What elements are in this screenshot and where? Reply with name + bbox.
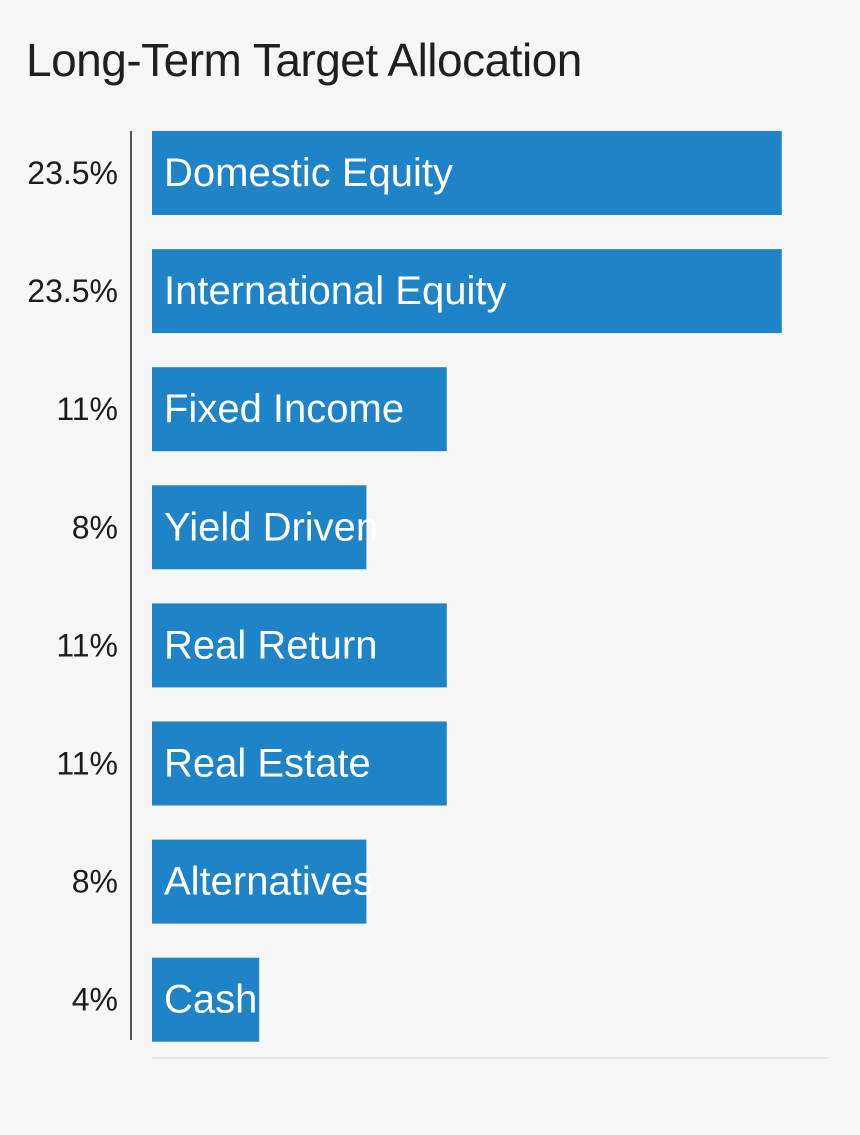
bar-label-domestic-equity: Domestic Equity — [164, 151, 453, 195]
chart-title: Long-Term Target Allocation — [26, 34, 582, 86]
value-label-real-estate: 11% — [56, 746, 118, 782]
bar-label-fixed-income: Fixed Income — [164, 387, 404, 431]
value-label-alternatives: 8% — [72, 864, 118, 900]
bar-label-international-equity: International Equity — [164, 269, 506, 313]
value-label-fixed-income: 11% — [56, 391, 118, 427]
bar-international-equity — [152, 249, 782, 334]
bar-alternatives — [152, 839, 367, 924]
bar-fixed-income — [152, 367, 447, 452]
value-label-domestic-equity: 23.5% — [27, 155, 118, 191]
bar-yield-driven — [152, 485, 367, 570]
bar-label-real-estate: Real Estate — [164, 742, 371, 786]
bar-real-return — [152, 603, 447, 688]
value-label-cash: 4% — [72, 982, 118, 1018]
value-label-international-equity: 23.5% — [27, 273, 118, 309]
value-label-yield-driven: 8% — [72, 509, 118, 545]
value-label-real-return: 11% — [56, 627, 118, 663]
bar-label-cash: Cash — [164, 978, 257, 1022]
bar-label-alternatives: Alternatives — [164, 860, 373, 904]
bar-cash — [152, 957, 260, 1042]
bar-real-estate — [152, 721, 447, 806]
bars-group: Domestic Equity 23.5% International Equity… — [27, 131, 782, 1042]
bar-label-yield-driven: Yield Driven — [164, 505, 378, 549]
bar-label-real-return: Real Return — [164, 623, 377, 667]
bar-domestic-equity — [152, 131, 782, 215]
